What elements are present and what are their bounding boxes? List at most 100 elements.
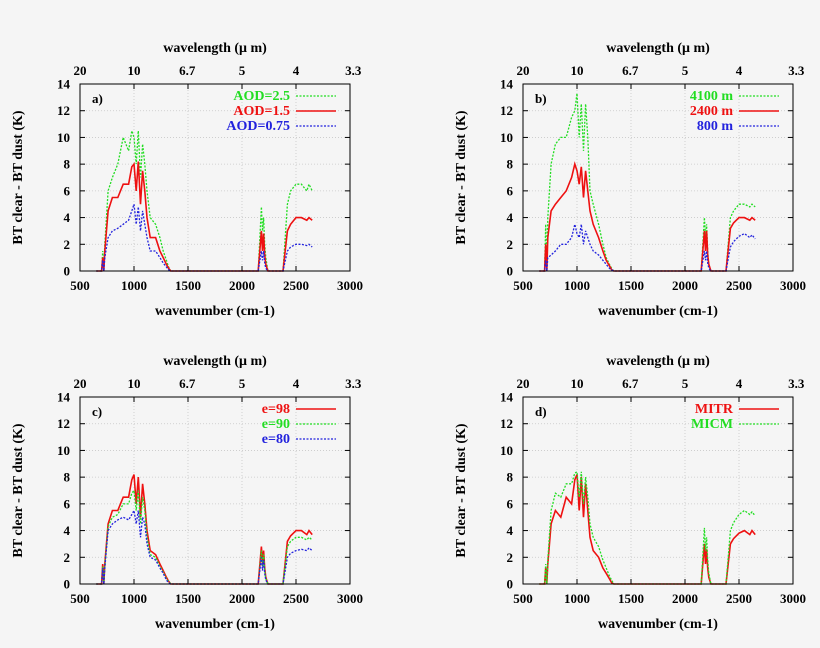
y-tick-label: 6 bbox=[64, 183, 71, 198]
legend-label: e=98 bbox=[262, 402, 290, 417]
series-line-e-80 bbox=[96, 508, 313, 585]
y-tick-label: 4 bbox=[64, 210, 71, 225]
y-tick-label: 14 bbox=[500, 390, 514, 405]
top-tick-label: 20 bbox=[517, 376, 530, 391]
series-line-micm bbox=[539, 470, 756, 585]
x-tick-label: 3000 bbox=[780, 278, 806, 293]
series-line-e-90 bbox=[96, 488, 313, 585]
y-tick-label: 14 bbox=[57, 77, 71, 92]
top-tick-label: 6.7 bbox=[179, 63, 196, 78]
y-tick-label: 0 bbox=[64, 577, 71, 592]
y-tick-label: 8 bbox=[507, 470, 514, 485]
y-tick-label: 14 bbox=[57, 390, 71, 405]
y-axis-label: BT clear - BT dust (K) bbox=[11, 110, 26, 245]
x-tick-label: 2500 bbox=[283, 591, 309, 606]
y-axis-label: BT clear - BT dust (K) bbox=[454, 423, 469, 558]
legend-label: 800 m bbox=[697, 119, 734, 134]
x-tick-label: 3000 bbox=[780, 591, 806, 606]
top-tick-label: 20 bbox=[517, 63, 530, 78]
y-tick-label: 2 bbox=[64, 237, 71, 252]
x-tick-label: 1500 bbox=[618, 278, 644, 293]
x-tick-label: 1000 bbox=[564, 278, 590, 293]
series-line-e-98 bbox=[96, 474, 313, 585]
plot-frame bbox=[79, 83, 351, 272]
plot-frame bbox=[522, 83, 794, 272]
y-tick-label: 10 bbox=[57, 443, 70, 458]
legend-label: 2400 m bbox=[690, 104, 734, 119]
legend-label: 4100 m bbox=[690, 89, 734, 104]
series-line-aod-0-75 bbox=[96, 203, 313, 272]
y-tick-label: 14 bbox=[500, 77, 514, 92]
panel-label: b) bbox=[535, 91, 547, 106]
plot-frame bbox=[79, 396, 351, 585]
legend-label: AOD=1.5 bbox=[233, 104, 290, 119]
legend-label: MICM bbox=[691, 417, 733, 432]
panel-label: d) bbox=[535, 404, 547, 419]
y-tick-label: 6 bbox=[507, 496, 514, 511]
y-tick-label: 6 bbox=[507, 183, 514, 198]
x-tick-label: 3000 bbox=[337, 278, 363, 293]
top-axis-label: wavelength (μ m) bbox=[163, 41, 267, 56]
x-tick-label: 500 bbox=[70, 278, 90, 293]
top-tick-label: 4 bbox=[736, 376, 743, 391]
x-tick-label: 2000 bbox=[672, 591, 698, 606]
y-axis-label: BT clear - BT dust (K) bbox=[11, 423, 26, 558]
top-tick-label: 3.3 bbox=[345, 376, 362, 391]
top-axis-label: wavelength (μ m) bbox=[163, 354, 267, 369]
y-tick-label: 2 bbox=[507, 550, 514, 565]
top-tick-label: 20 bbox=[74, 376, 87, 391]
series-line-800-m bbox=[539, 224, 756, 272]
top-tick-label: 3.3 bbox=[788, 63, 805, 78]
top-tick-label: 6.7 bbox=[622, 63, 639, 78]
y-tick-label: 0 bbox=[64, 264, 71, 279]
x-tick-label: 2000 bbox=[672, 278, 698, 293]
x-tick-label: 500 bbox=[513, 591, 533, 606]
y-tick-label: 4 bbox=[507, 523, 514, 538]
top-tick-label: 5 bbox=[682, 376, 689, 391]
top-tick-label: 3.3 bbox=[345, 63, 362, 78]
top-tick-label: 3.3 bbox=[788, 376, 805, 391]
x-tick-label: 2500 bbox=[726, 591, 752, 606]
y-tick-label: 0 bbox=[507, 577, 514, 592]
legend-label: MITR bbox=[695, 402, 734, 417]
x-tick-label: 1500 bbox=[618, 591, 644, 606]
panel-label: c) bbox=[92, 404, 102, 419]
top-tick-label: 6.7 bbox=[622, 376, 639, 391]
top-tick-label: 10 bbox=[128, 376, 141, 391]
legend-label: AOD=0.75 bbox=[226, 119, 290, 134]
y-tick-label: 6 bbox=[64, 496, 71, 511]
top-tick-label: 5 bbox=[239, 63, 246, 78]
top-tick-label: 10 bbox=[571, 376, 584, 391]
legend-label: e=90 bbox=[262, 417, 290, 432]
y-tick-label: 12 bbox=[500, 416, 513, 431]
top-tick-label: 5 bbox=[239, 376, 246, 391]
y-tick-label: 10 bbox=[500, 443, 513, 458]
top-tick-label: 5 bbox=[682, 63, 689, 78]
series-line-aod-2-5 bbox=[96, 130, 313, 272]
y-tick-label: 12 bbox=[500, 103, 513, 118]
top-tick-label: 20 bbox=[74, 63, 87, 78]
y-axis-label: BT clear - BT dust (K) bbox=[454, 110, 469, 245]
x-tick-label: 1000 bbox=[564, 591, 590, 606]
series-line-2400-m bbox=[539, 161, 756, 272]
top-axis-label: wavelength (μ m) bbox=[606, 354, 710, 369]
top-tick-label: 4 bbox=[293, 376, 300, 391]
x-tick-label: 2000 bbox=[229, 591, 255, 606]
y-tick-label: 2 bbox=[507, 237, 514, 252]
y-tick-label: 8 bbox=[507, 157, 514, 172]
y-tick-label: 8 bbox=[64, 157, 71, 172]
x-tick-label: 2500 bbox=[283, 278, 309, 293]
x-axis-label: wavenumber (cm-1) bbox=[155, 617, 275, 632]
x-tick-label: 1500 bbox=[175, 591, 201, 606]
x-tick-label: 1000 bbox=[121, 278, 147, 293]
y-tick-label: 10 bbox=[57, 130, 70, 145]
x-tick-label: 500 bbox=[513, 278, 533, 293]
x-tick-label: 3000 bbox=[337, 591, 363, 606]
y-tick-label: 12 bbox=[57, 416, 70, 431]
top-tick-label: 4 bbox=[293, 63, 300, 78]
y-tick-label: 8 bbox=[64, 470, 71, 485]
